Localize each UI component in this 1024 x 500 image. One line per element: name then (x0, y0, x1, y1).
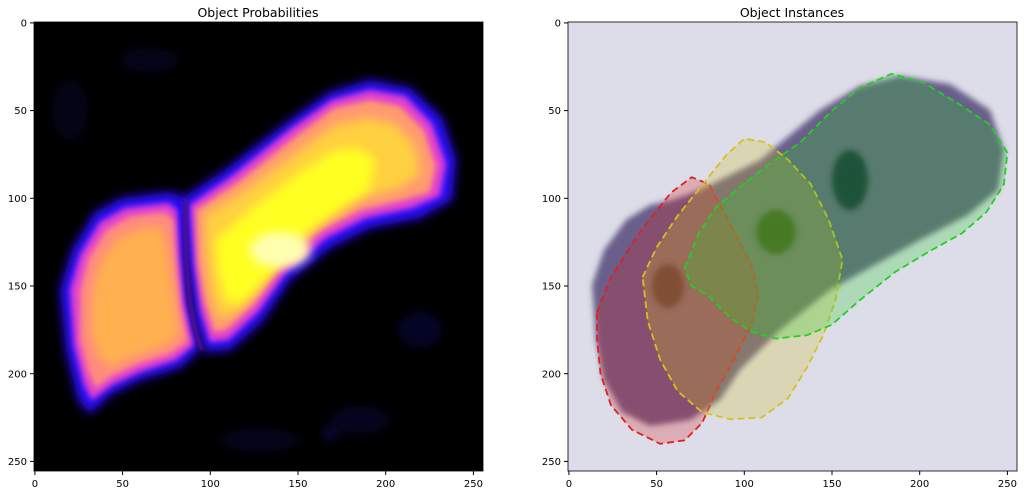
svg-text:250: 250 (542, 457, 561, 468)
y-axis-probabilities: 0 50 100 150 200 250 (8, 19, 34, 469)
y-tick-0: 0 (555, 19, 568, 30)
x-tick-0: 0 (32, 471, 38, 490)
svg-text:250: 250 (998, 479, 1017, 490)
svg-text:50: 50 (548, 106, 561, 117)
svg-text:0: 0 (21, 19, 27, 30)
svg-text:100: 100 (542, 194, 561, 205)
svg-text:150: 150 (8, 282, 27, 293)
svg-text:250: 250 (8, 457, 27, 468)
x-tick-250: 250 (464, 471, 483, 490)
y-tick-100: 100 (8, 194, 34, 205)
panel-title-instances: Object Instances (740, 5, 844, 20)
svg-text:0: 0 (566, 479, 572, 490)
x-tick-150: 150 (822, 471, 841, 490)
x-tick-50: 50 (650, 471, 663, 490)
svg-text:0: 0 (32, 479, 38, 490)
x-tick-200: 200 (376, 471, 395, 490)
svg-text:150: 150 (542, 282, 561, 293)
y-tick-250: 250 (542, 457, 568, 468)
svg-text:150: 150 (288, 479, 307, 490)
svg-text:100: 100 (8, 194, 27, 205)
y-tick-50: 50 (548, 106, 568, 117)
y-tick-250: 250 (8, 457, 34, 468)
svg-text:100: 100 (201, 479, 220, 490)
y-tick-150: 150 (542, 282, 568, 293)
x-axis-instances: 0 50 100 150 200 250 (566, 471, 1017, 490)
panel-title-probabilities: Object Probabilities (197, 5, 318, 20)
svg-text:200: 200 (910, 479, 929, 490)
y-tick-200: 200 (542, 369, 568, 380)
y-tick-100: 100 (542, 194, 568, 205)
svg-text:200: 200 (542, 369, 561, 380)
x-tick-150: 150 (288, 471, 307, 490)
svg-text:0: 0 (555, 19, 561, 30)
svg-text:50: 50 (650, 479, 663, 490)
y-tick-50: 50 (14, 106, 34, 117)
x-tick-50: 50 (116, 471, 129, 490)
x-tick-250: 250 (998, 471, 1017, 490)
y-tick-200: 200 (8, 369, 34, 380)
x-tick-100: 100 (735, 471, 754, 490)
x-axis-probabilities: 0 50 100 150 200 250 (32, 471, 483, 490)
svg-text:50: 50 (14, 106, 27, 117)
panel-probabilities: Object Probabilities (8, 5, 483, 490)
panel-instances: Object Instances 0 50 100 150 200 250 (542, 5, 1017, 490)
y-axis-instances: 0 50 100 150 200 250 (542, 19, 568, 469)
svg-text:100: 100 (735, 479, 754, 490)
x-tick-0: 0 (566, 471, 572, 490)
svg-text:200: 200 (8, 369, 27, 380)
y-tick-150: 150 (8, 282, 34, 293)
svg-text:150: 150 (822, 479, 841, 490)
heatmap-image (34, 22, 483, 471)
y-tick-0: 0 (21, 19, 34, 30)
svg-text:50: 50 (116, 479, 129, 490)
svg-text:250: 250 (464, 479, 483, 490)
svg-text:200: 200 (376, 479, 395, 490)
x-tick-100: 100 (201, 471, 220, 490)
x-tick-200: 200 (910, 471, 929, 490)
